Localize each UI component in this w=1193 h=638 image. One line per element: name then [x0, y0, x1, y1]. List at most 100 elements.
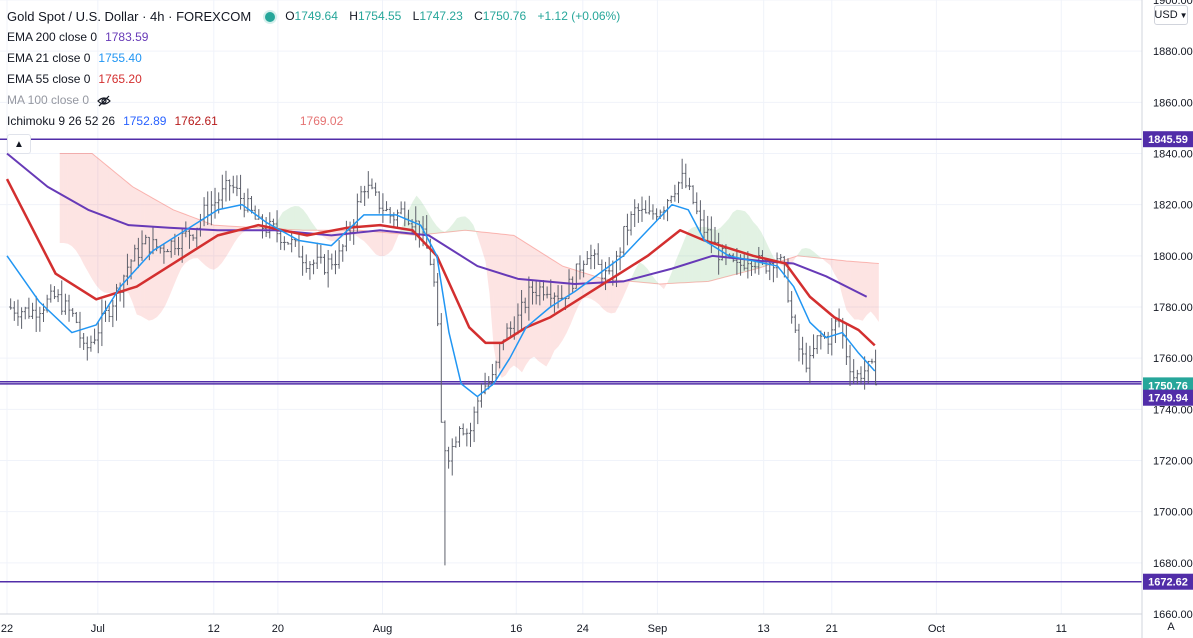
cloud-segment — [546, 255, 551, 367]
cloud-segment — [303, 209, 308, 231]
x-tick-label: 13 — [758, 623, 770, 635]
cloud-segment — [217, 225, 222, 268]
cloud-segment — [298, 206, 304, 231]
chevron-up-icon: ▲ — [14, 138, 24, 150]
auto-scale-button[interactable]: A — [1167, 621, 1175, 633]
cloud-segment — [501, 234, 506, 378]
x-tick-label: 22 — [1, 623, 13, 635]
cloud-segment — [416, 195, 421, 236]
cloud-segment — [290, 205, 295, 230]
cloud-segment — [594, 276, 600, 305]
indicator-ichimoku[interactable]: Ichimoku 9 26 52 26 1752.89 1762.61 1769… — [7, 111, 620, 132]
horizontal-levels — [0, 138, 1142, 583]
hidden-eye-icon[interactable] — [97, 95, 111, 107]
ohlc-high: 1754.55 — [357, 9, 402, 23]
y-tick-label: 1840.00 — [1153, 149, 1193, 161]
cloud-segment — [376, 231, 381, 257]
cloud-segment — [282, 209, 287, 230]
x-tick-label: 24 — [577, 623, 589, 635]
cloud-segment — [116, 173, 121, 293]
cloud-segment — [286, 207, 291, 230]
ohlc-values: O1749.64 H1754.55 L1747.23 C1750.76 +1.1… — [285, 9, 621, 23]
cloud-segment — [254, 227, 259, 228]
symbol-row: Gold Spot / U.S. Dollar · 4h · FOREXCOM … — [7, 6, 620, 27]
collapse-legend-button[interactable]: ▲ — [7, 134, 31, 154]
cloud-segment — [213, 225, 218, 270]
ohlc-low: 1747.23 — [419, 9, 463, 23]
cloud-segment — [663, 281, 668, 290]
level-badge-bg — [1143, 389, 1193, 406]
ema21-value: 1755.40 — [98, 51, 142, 65]
cloud-segment — [830, 259, 835, 274]
cloud-segment — [392, 233, 397, 250]
y-tick-label: 1740.00 — [1153, 404, 1193, 416]
y-tick-label: 1660.00 — [1153, 609, 1193, 621]
cloud-segment — [108, 166, 113, 294]
cloud-segment — [643, 264, 648, 283]
ema200-line — [6, 152, 868, 298]
cloud-segment — [797, 248, 802, 257]
cloud-segment — [465, 216, 470, 231]
cloud-segment — [542, 253, 547, 367]
cloud-segment — [834, 259, 839, 281]
cloud-segment — [63, 153, 68, 244]
cloud-segment — [152, 198, 158, 320]
cloud-segment — [477, 231, 482, 249]
cloud-segment — [728, 212, 733, 277]
indicator-ema200[interactable]: EMA 200 close 0 1783.59 — [7, 27, 620, 48]
y-tick-label: 1720.00 — [1153, 456, 1193, 468]
x-tick-label: 20 — [272, 623, 284, 635]
y-tick-label: 1860.00 — [1153, 97, 1193, 109]
cloud-segment — [526, 243, 531, 365]
cloud-segment — [294, 205, 299, 231]
x-tick-label: 21 — [826, 623, 838, 635]
symbol-title[interactable]: Gold Spot / U.S. Dollar · 4h · FOREXCOM — [7, 9, 252, 24]
cloud-segment — [801, 248, 806, 257]
cloud-segment — [315, 226, 320, 233]
cloud-segment — [793, 254, 798, 261]
currency-selector[interactable]: USD ▼ — [1154, 5, 1188, 25]
cloud-segment — [813, 251, 818, 258]
cloud-span-b — [59, 153, 879, 285]
cloud-segment — [485, 232, 490, 295]
cloud-segment — [505, 234, 510, 376]
cloud-segment — [692, 226, 697, 283]
x-tick-label: Aug — [373, 623, 393, 635]
cloud-segment — [639, 262, 644, 283]
cloud-segment — [607, 279, 612, 314]
indicator-ema21[interactable]: EMA 21 close 0 1755.40 — [7, 48, 620, 69]
y-tick-label: 1680.00 — [1153, 558, 1193, 570]
cloud-segment — [805, 248, 810, 258]
cloud-segment — [550, 258, 555, 360]
cloud-segment — [562, 266, 567, 341]
cloud-segment — [367, 230, 372, 250]
cloud-segment — [453, 218, 458, 232]
ema200-value: 1783.59 — [105, 30, 149, 44]
indicator-ma100[interactable]: MA 100 close 0 — [7, 90, 620, 111]
x-tick-label: Oct — [928, 623, 945, 635]
cloud-segment — [680, 240, 685, 283]
cloud-segment — [659, 283, 664, 290]
cloud-segment — [647, 269, 652, 284]
cloud-segment — [371, 231, 377, 255]
cloud-segment — [655, 280, 660, 286]
cloud-segment — [448, 223, 454, 232]
cloud-segment — [667, 271, 673, 284]
indicator-ema55[interactable]: EMA 55 close 0 1765.20 — [7, 69, 620, 90]
ema21-line — [6, 203, 876, 398]
cloud-segment — [380, 232, 385, 257]
cloud-segment — [84, 153, 89, 273]
cloud-segment — [749, 215, 754, 271]
cloud-segment — [534, 248, 539, 361]
cloud-segment — [481, 231, 486, 262]
current-price-badge: 1750.76 — [1148, 380, 1188, 392]
y-tick-label: 1880.00 — [1153, 46, 1193, 58]
cloud-segment — [157, 200, 162, 318]
cloud-segment — [234, 226, 239, 244]
cloud-segment — [615, 279, 620, 313]
cloud-segment — [469, 219, 474, 232]
ichimoku-lagging-value: 1769.02 — [299, 114, 344, 128]
cloud-segment — [363, 230, 368, 246]
